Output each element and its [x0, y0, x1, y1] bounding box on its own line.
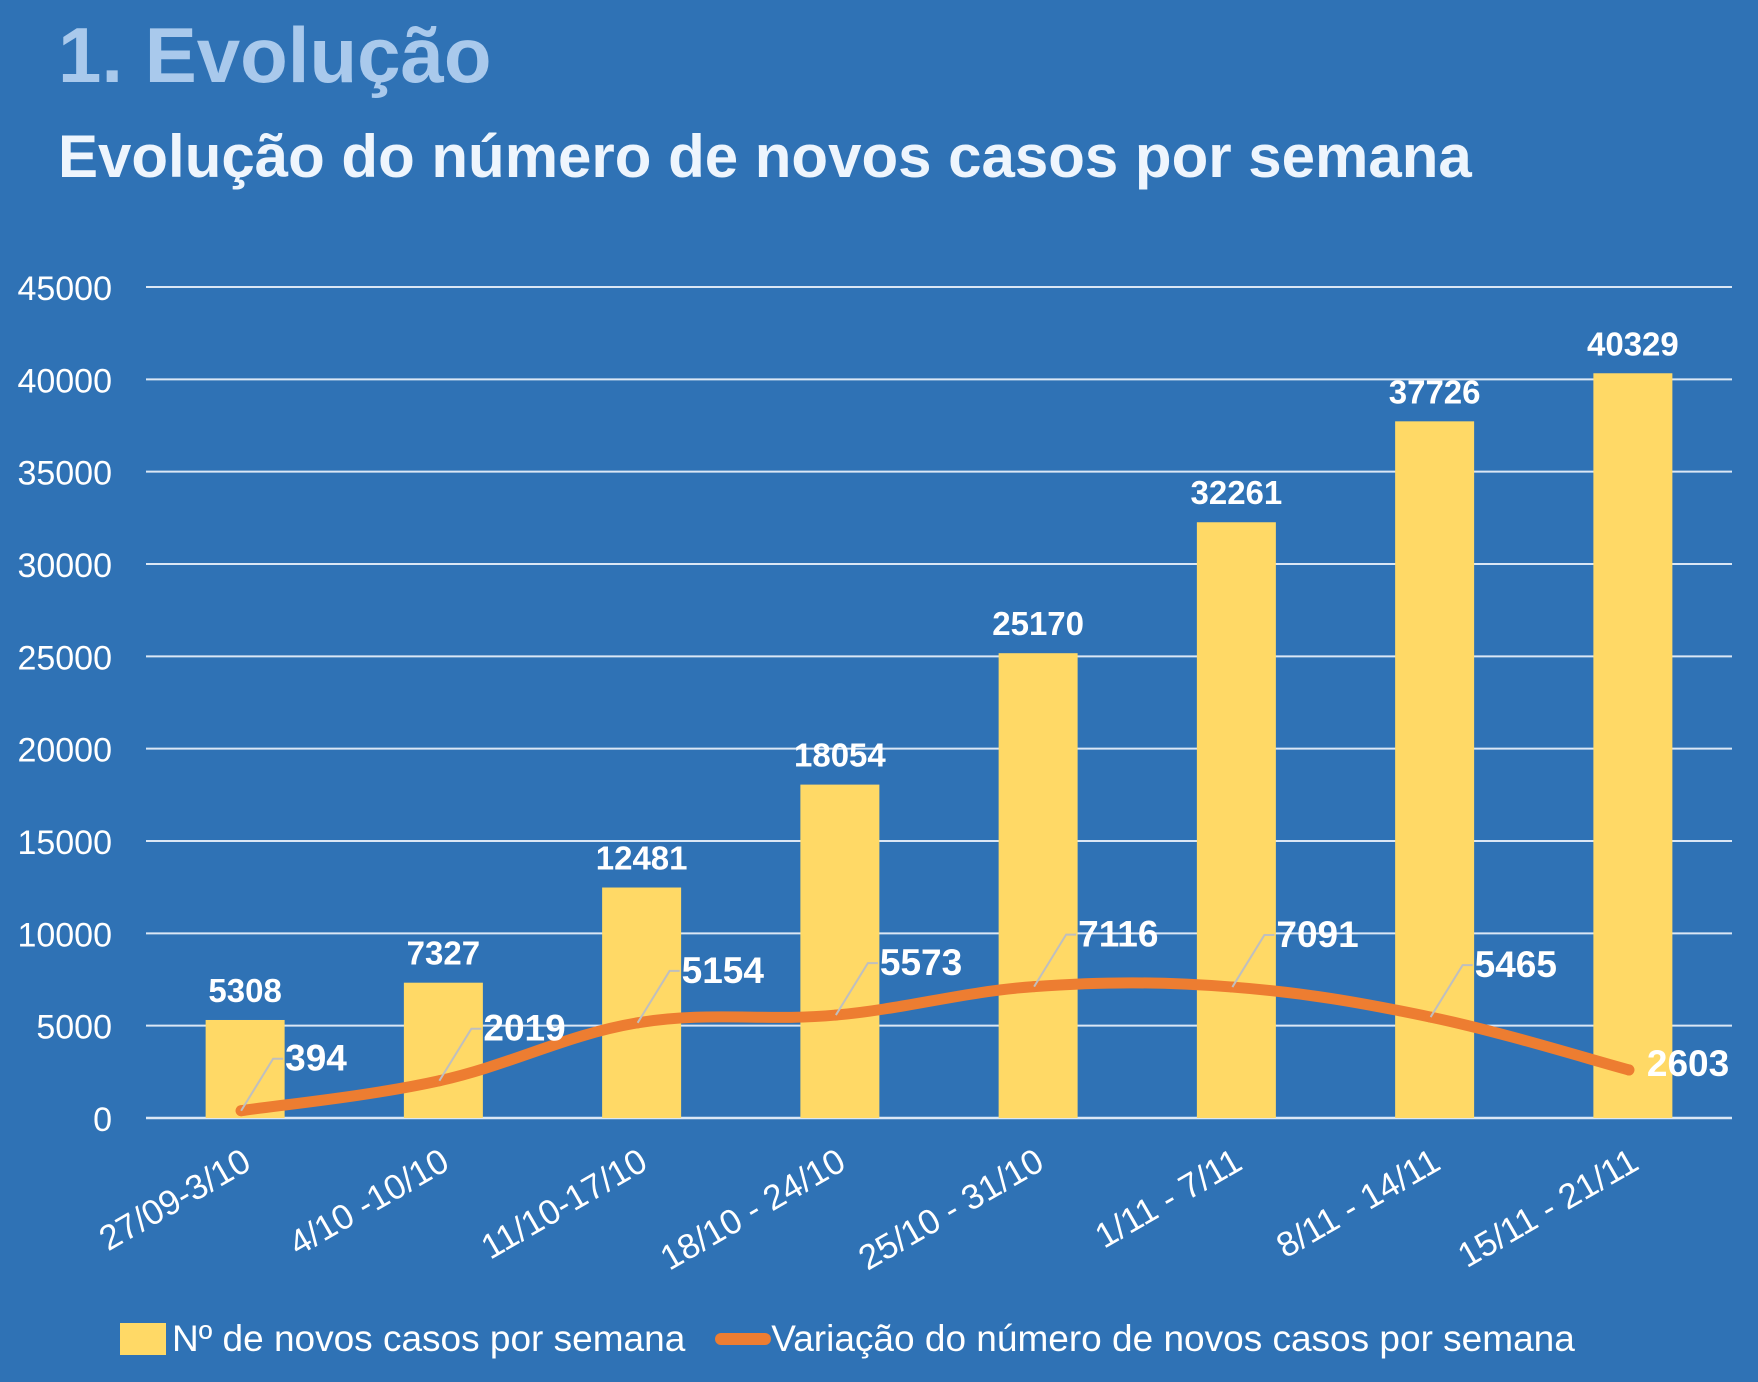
bar: [998, 653, 1078, 1118]
x-tick-label: 15/11 - 21/11: [1451, 1141, 1645, 1275]
line-data-label: 7116: [1078, 914, 1158, 955]
line-series: [235, 977, 1635, 1117]
line-leader: [1033, 933, 1077, 988]
bar-data-label: 7327: [407, 935, 480, 972]
line-data-label: 2019: [483, 1008, 565, 1049]
line-data-label: 394: [285, 1038, 347, 1079]
y-tick-label: 10000: [17, 916, 112, 954]
bar-data-label: 32261: [1190, 474, 1282, 511]
line-data-label: 5573: [880, 942, 962, 983]
bar-data-label: 25170: [992, 605, 1084, 642]
bar-data-label: 5308: [208, 972, 281, 1009]
y-tick-label: 30000: [17, 547, 112, 585]
legend-label-line: Variação do número de novos casos por se…: [771, 1318, 1575, 1359]
line-data-label: 5154: [682, 950, 765, 991]
legend-item-bars: Nº de novos casos por semana: [120, 1318, 685, 1360]
line-data-label: 5465: [1475, 944, 1557, 985]
bar: [1593, 373, 1673, 1118]
x-tick-label: 11/10-17/10: [475, 1141, 654, 1267]
section-title: 1. Evolução: [58, 11, 492, 99]
line-leader: [438, 1027, 482, 1082]
y-tick-label: 45000: [17, 270, 112, 308]
bar-data-label: 18054: [794, 737, 886, 774]
bar: [1196, 522, 1276, 1118]
legend-line-swatch: [715, 1333, 772, 1345]
chart-legend: Nº de novos casos por semana Variação do…: [120, 1318, 1575, 1360]
y-tick-label: 40000: [17, 362, 112, 400]
legend-item-line: Variação do número de novos casos por se…: [685, 1318, 1575, 1360]
x-tick-label: 1/11 - 7/11: [1088, 1141, 1248, 1256]
legend-bar-swatch: [120, 1323, 166, 1355]
line-leader: [1231, 934, 1275, 988]
y-tick-label: 5000: [36, 1009, 112, 1047]
bar-data-label: 40329: [1587, 325, 1679, 362]
y-tick-label: 20000: [17, 732, 112, 770]
chart-title: Evolução do número de novos casos por se…: [58, 123, 1472, 190]
line-data-label: 7091: [1276, 914, 1358, 955]
line-leader: [1429, 964, 1473, 1018]
y-tick-label: 25000: [17, 639, 112, 677]
bar-data-label: 12481: [596, 840, 688, 877]
x-tick-label: 27/09-3/10: [93, 1141, 257, 1258]
bar-data-label: 37726: [1389, 373, 1481, 410]
bar: [800, 784, 880, 1118]
x-tick-label: 25/10 - 31/10: [852, 1141, 1050, 1278]
x-tick-label: 4/10 -10/10: [283, 1141, 456, 1263]
legend-label-bars: Nº de novos casos por semana: [172, 1318, 686, 1359]
x-tick-label: 18/10 - 24/10: [654, 1141, 852, 1278]
y-tick-label: 15000: [17, 824, 112, 862]
y-tick-label: 0: [93, 1101, 112, 1139]
line-leader: [835, 962, 878, 1016]
x-tick-label: 8/11 - 14/11: [1270, 1141, 1447, 1266]
line-leader: [240, 1057, 284, 1112]
line-leader: [636, 969, 680, 1024]
y-tick-label: 35000: [17, 455, 112, 493]
line-point: [1623, 1064, 1635, 1076]
bar: [1395, 421, 1475, 1118]
bar: [602, 887, 682, 1118]
bar: [403, 982, 483, 1118]
line-data-label: 2603: [1647, 1043, 1729, 1084]
